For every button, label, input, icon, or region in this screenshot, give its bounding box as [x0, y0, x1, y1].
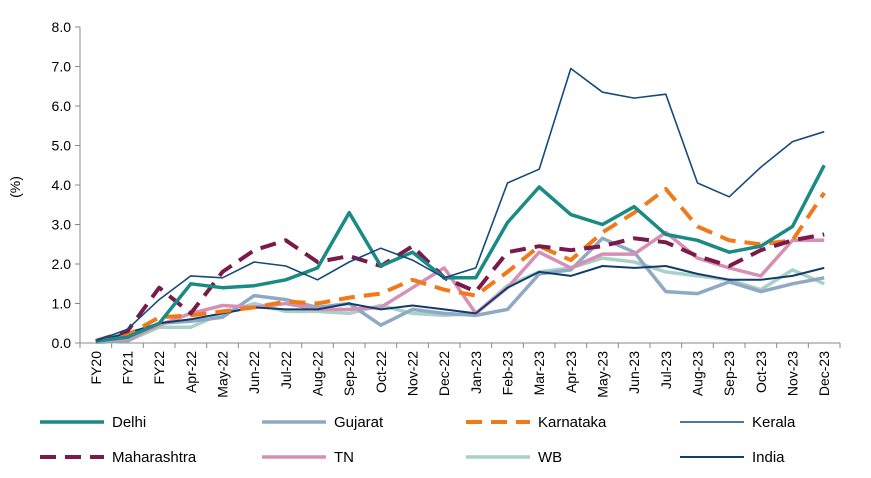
x-tick-labels: FY20 FY21 FY22 Apr-22 May-22 Jun-22 Jul-22 Aug-…	[88, 351, 832, 398]
series-line-wb	[95, 256, 825, 344]
legend-label-karnataka: Karnataka	[538, 414, 607, 431]
series-line-delhi	[95, 164, 826, 343]
series-line-kerala	[95, 67, 825, 342]
x-tick-label: Mar-23	[531, 351, 547, 396]
x-tick-label: Jul-22	[278, 351, 294, 389]
legend-label-tn: TN	[334, 449, 354, 466]
legend-label-kerala: Kerala	[752, 414, 796, 431]
x-tick-label: Nov-23	[785, 351, 801, 396]
x-tick-label: Dec-23	[816, 351, 832, 396]
y-tick-label: 0.0	[52, 335, 72, 351]
x-tick-label: FY20	[88, 351, 104, 385]
x-tick-label: Sep-22	[341, 351, 357, 396]
legend-label-maharashtra: Maharashtra	[112, 449, 197, 466]
x-tick-label: Oct-23	[753, 351, 769, 393]
y-tick-label: 5.0	[52, 138, 72, 154]
series-line-india	[95, 265, 825, 342]
legend-label-delhi: Delhi	[112, 414, 146, 431]
x-tick-label: Nov-22	[405, 351, 421, 396]
y-tick-label: 6.0	[52, 98, 72, 114]
x-tick-label: FY21	[120, 351, 136, 385]
x-tick-label: FY22	[151, 351, 167, 385]
y-tick-labels: 0.0 1.0 2.0 3.0 4.0 5.0 6.0 7.0 8.0	[52, 19, 72, 351]
y-tick-label: 4.0	[52, 177, 72, 193]
x-tick-label: Aug-22	[310, 351, 326, 396]
y-tick-label: 8.0	[52, 19, 72, 35]
x-tick-label: Feb-23	[500, 351, 516, 396]
legend-label-wb: WB	[538, 449, 562, 466]
x-tick-label: Jun-22	[246, 351, 262, 394]
x-tick-label: Apr-22	[183, 351, 199, 393]
x-tick-label: Apr-23	[563, 351, 579, 393]
series-line-karnataka	[95, 187, 826, 343]
series-line-maharashtra	[95, 232, 825, 343]
x-tick-label: Jun-23	[626, 351, 642, 394]
x-tick-label: May-23	[595, 351, 611, 398]
x-tick-label: Aug-23	[690, 351, 706, 396]
x-tick-label: Jan-23	[468, 351, 484, 394]
y-axis-title: (%)	[7, 176, 23, 198]
y-tick-label: 3.0	[52, 217, 72, 233]
x-tick-label: Jul-23	[658, 351, 674, 389]
y-tick-label: 1.0	[52, 296, 72, 312]
axes	[75, 26, 841, 348]
x-tick-label: May-22	[215, 351, 231, 398]
legend-label-india: India	[752, 449, 785, 466]
x-tick-label: Dec-22	[436, 351, 452, 396]
series-lines	[95, 67, 826, 344]
x-tick-label: Sep-23	[721, 351, 737, 396]
series-line-gujarat	[95, 236, 825, 344]
legend-label-gujarat: Gujarat	[334, 414, 384, 431]
y-tick-label: 7.0	[52, 59, 72, 75]
y-tick-label: 2.0	[52, 256, 72, 272]
legend: Delhi Gujarat Karnataka Kerala Maharashtra TN…	[40, 414, 796, 466]
x-tick-label: Oct-22	[373, 351, 389, 393]
